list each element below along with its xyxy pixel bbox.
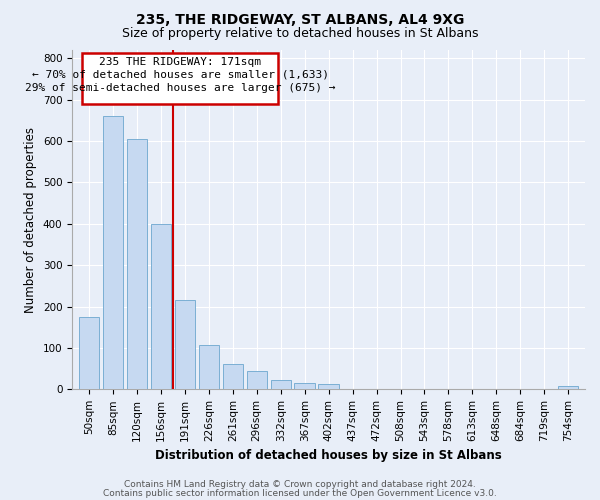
- Text: 235, THE RIDGEWAY, ST ALBANS, AL4 9XG: 235, THE RIDGEWAY, ST ALBANS, AL4 9XG: [136, 12, 464, 26]
- Text: Contains public sector information licensed under the Open Government Licence v3: Contains public sector information licen…: [103, 488, 497, 498]
- Bar: [295, 383, 315, 390]
- Bar: [151, 224, 171, 390]
- Text: 235 THE RIDGEWAY: 171sqm
← 70% of detached houses are smaller (1,633)
29% of sem: 235 THE RIDGEWAY: 171sqm ← 70% of detach…: [25, 56, 335, 93]
- Bar: [79, 317, 99, 390]
- Bar: [175, 300, 195, 390]
- Bar: [127, 139, 147, 390]
- Y-axis label: Number of detached properties: Number of detached properties: [25, 126, 37, 312]
- FancyBboxPatch shape: [82, 54, 278, 104]
- Text: Size of property relative to detached houses in St Albans: Size of property relative to detached ho…: [122, 28, 478, 40]
- Bar: [271, 380, 291, 390]
- X-axis label: Distribution of detached houses by size in St Albans: Distribution of detached houses by size …: [155, 450, 502, 462]
- Text: Contains HM Land Registry data © Crown copyright and database right 2024.: Contains HM Land Registry data © Crown c…: [124, 480, 476, 489]
- Bar: [103, 116, 123, 390]
- Bar: [247, 370, 267, 390]
- Bar: [558, 386, 578, 390]
- Bar: [199, 344, 219, 390]
- Bar: [223, 364, 243, 390]
- Bar: [319, 384, 339, 390]
